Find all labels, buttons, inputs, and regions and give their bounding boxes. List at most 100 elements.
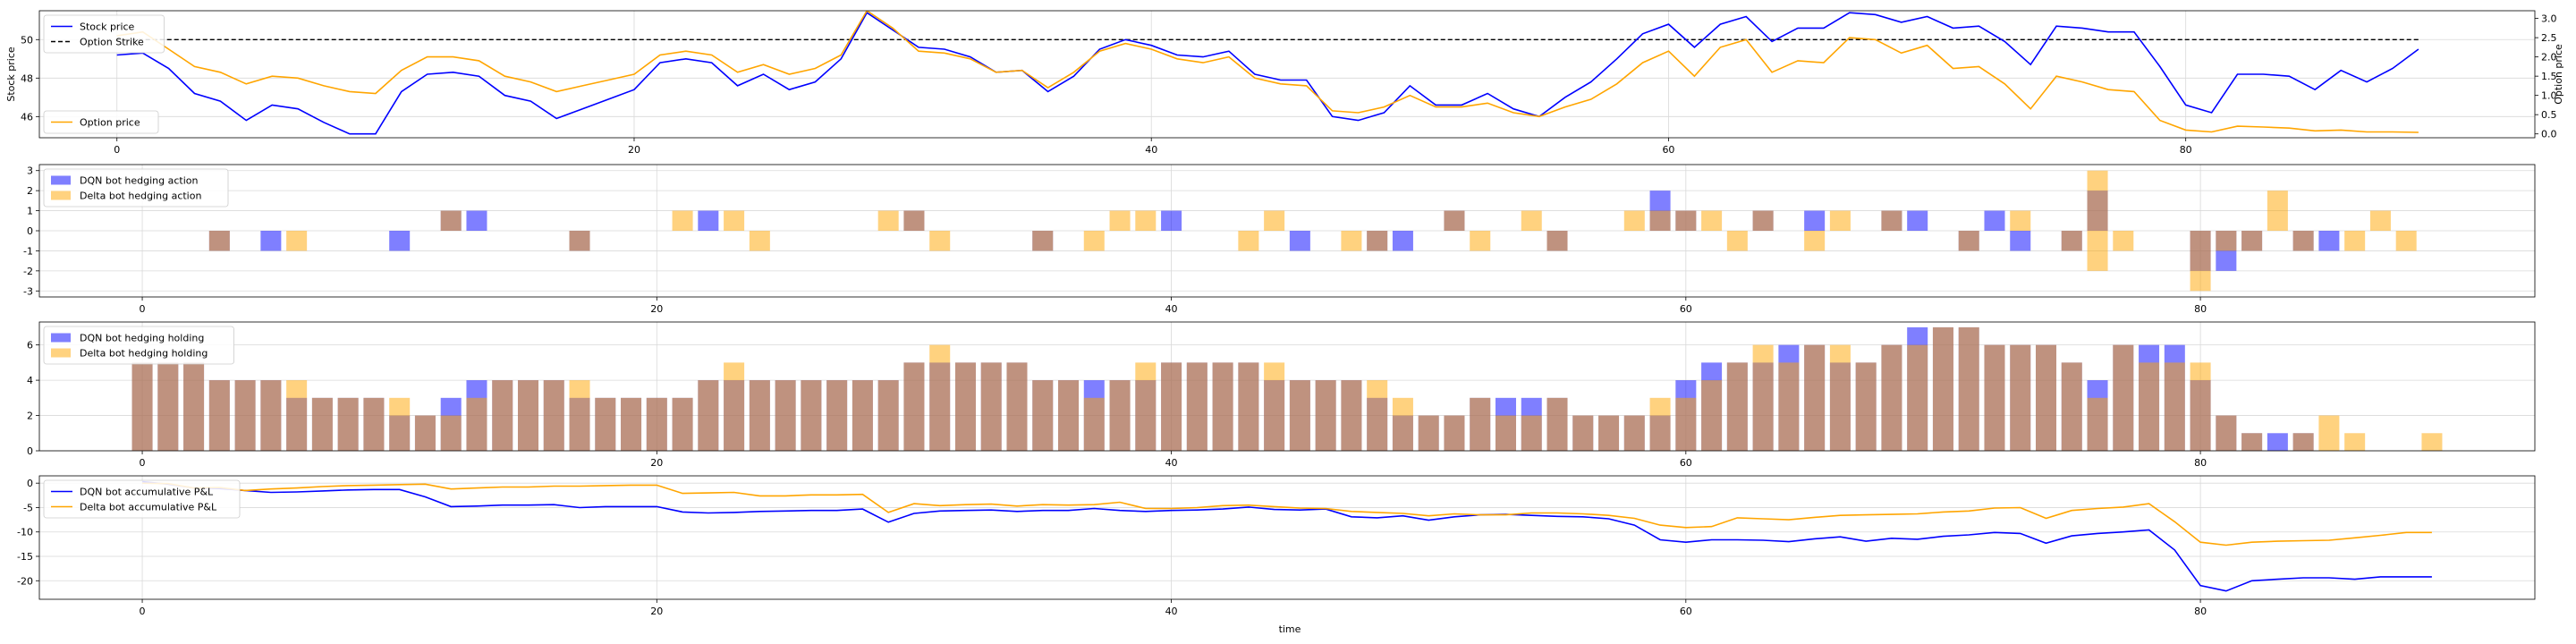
- bar: [1855, 362, 1877, 451]
- legend: Option price: [43, 110, 159, 134]
- legend-label: Option Strike: [80, 37, 144, 48]
- legend-swatch: [51, 333, 71, 343]
- bar: [929, 344, 951, 451]
- bar: [2087, 170, 2108, 231]
- bar: [1623, 415, 1645, 451]
- bar: [183, 362, 205, 451]
- bar: [2190, 362, 2211, 451]
- legend-swatch: [51, 191, 71, 200]
- bar: [1444, 415, 1465, 451]
- legend-box: [43, 110, 159, 134]
- bar: [1238, 231, 1259, 251]
- bar: [1032, 231, 1054, 251]
- y-right-tick-label: 2.0: [2541, 52, 2557, 64]
- bar: [646, 397, 667, 451]
- bar: [2292, 231, 2314, 251]
- panel-3: 0 20 40 60 80 0 2 4 6 DQN bot hedging holding Delt…: [27, 321, 2536, 469]
- x-tick-label: 60: [1680, 303, 1692, 315]
- bar: [363, 397, 385, 451]
- x-tick-label: 0: [140, 457, 146, 469]
- bar: [2344, 231, 2366, 251]
- bar: [672, 397, 693, 451]
- y-right-axis-label: Option price: [2553, 44, 2564, 105]
- bar: [466, 397, 487, 451]
- bar: [1804, 231, 1826, 251]
- bar: [311, 397, 333, 451]
- bar: [1804, 344, 1826, 451]
- bar: [1315, 380, 1336, 451]
- bar: [1649, 210, 1671, 231]
- bar: [826, 380, 848, 451]
- legend-label: Delta bot hedging holding: [80, 348, 208, 360]
- bar: [1546, 397, 1568, 451]
- bar: [1367, 380, 1388, 451]
- bar: [2241, 433, 2263, 451]
- y-tick-label: -10: [17, 527, 33, 538]
- axes-frame: [38, 10, 2536, 139]
- legend-swatch: [51, 175, 71, 185]
- bar: [389, 231, 411, 251]
- y-tick-label: -20: [17, 575, 33, 587]
- bar: [2292, 433, 2314, 451]
- axes-frame: [38, 475, 2536, 600]
- bar: [1521, 415, 1542, 451]
- y-tick-label: 0: [27, 478, 33, 489]
- bar: [877, 210, 899, 231]
- bar: [389, 397, 411, 451]
- bar: [2421, 433, 2443, 451]
- bar: [1649, 397, 1671, 451]
- y-axis-label: Stock price: [5, 47, 17, 102]
- bar: [2241, 231, 2263, 251]
- x-tick-label: 0: [114, 144, 120, 156]
- bar: [749, 231, 770, 251]
- legend-label: Delta bot hedging action: [80, 191, 201, 202]
- plot-area: [142, 480, 2432, 592]
- bar: [1109, 210, 1131, 231]
- bar: [1907, 344, 1928, 451]
- legend-box: [43, 326, 234, 365]
- bar: [1984, 344, 2005, 451]
- y-right-tick-label: 0.0: [2541, 129, 2557, 140]
- legend-box: [43, 14, 165, 54]
- legend-swatch: [51, 348, 71, 358]
- bar: [698, 210, 719, 231]
- bar: [2267, 433, 2288, 451]
- bar: [724, 362, 745, 451]
- bar: [2164, 362, 2185, 451]
- y-tick-label: 46: [21, 111, 33, 123]
- y-tick-label: 6: [27, 340, 33, 352]
- bar: [1058, 380, 1080, 451]
- y-tick-label: 4: [27, 375, 33, 386]
- bar: [337, 397, 359, 451]
- legend-label: DQN bot hedging holding: [80, 333, 204, 344]
- bar: [1161, 210, 1182, 231]
- bar: [1470, 397, 1491, 451]
- bar: [1958, 326, 1979, 451]
- bar: [1186, 362, 1208, 451]
- bar: [1881, 344, 1902, 451]
- bar: [698, 380, 719, 451]
- bar: [2113, 231, 2134, 251]
- bar: [1418, 415, 1439, 451]
- bar: [980, 362, 1002, 451]
- bar: [621, 397, 642, 451]
- bar: [492, 380, 513, 451]
- bar: [1778, 362, 1800, 451]
- y-tick-label: 2: [27, 185, 33, 197]
- bar: [1109, 380, 1131, 451]
- bar: [2369, 210, 2391, 231]
- bar: [2139, 362, 2160, 451]
- y-tick-label: 3: [27, 165, 33, 177]
- bar: [466, 210, 487, 231]
- y-right-tick-label: 1.0: [2541, 90, 2557, 102]
- bar: [1083, 397, 1105, 451]
- bar: [1212, 362, 1233, 451]
- axes-frame: [38, 321, 2536, 452]
- bar: [1546, 231, 1568, 251]
- y-tick-label: -1: [23, 245, 33, 257]
- bar: [2061, 362, 2082, 451]
- bar: [1444, 210, 1465, 231]
- panel-4: 0 20 40 60 80 0 -5 -10 -15 -20 DQN bot accumulativ…: [17, 475, 2536, 617]
- x-tick-label: 40: [1165, 457, 1178, 469]
